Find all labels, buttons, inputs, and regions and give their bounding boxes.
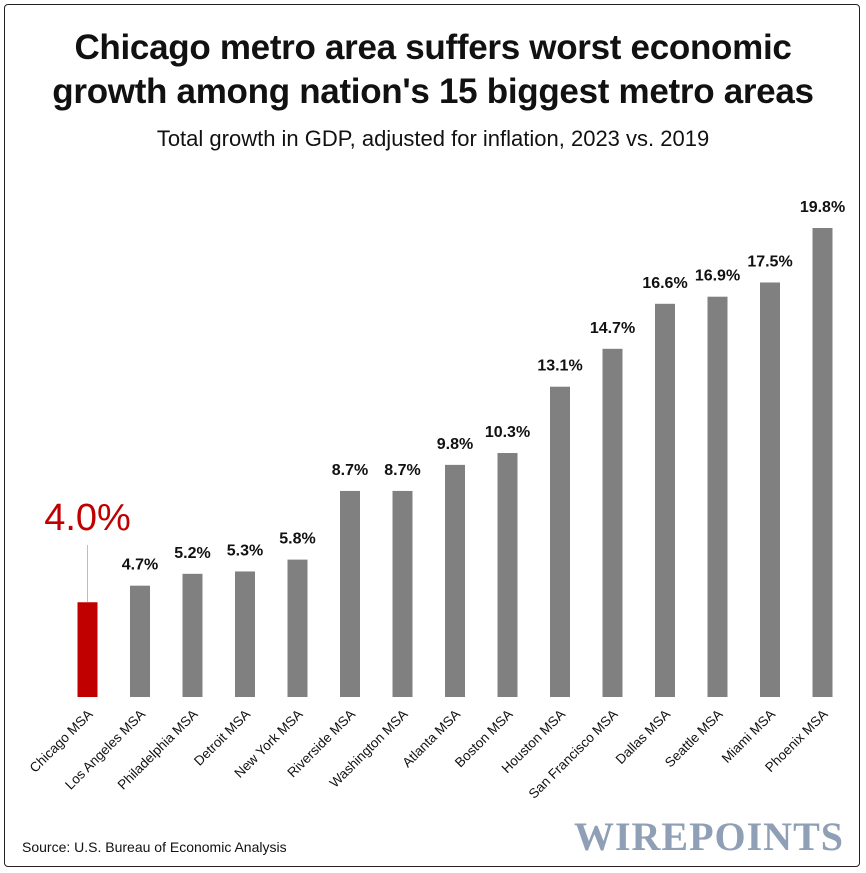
chart-title-line-1: Chicago metro area suffers worst economi…	[74, 28, 792, 67]
bar-dallas-msa	[655, 303, 675, 697]
bar-atlanta-msa	[445, 464, 465, 697]
bar-san-francisco-msa	[602, 348, 623, 697]
bar-chicago-msa	[77, 602, 98, 697]
bar-miami-msa	[760, 282, 780, 697]
wirepoints-logo: WIREPOINTS	[573, 814, 844, 859]
value-label-washington-msa: 8.7%	[384, 462, 420, 479]
value-label-los-angeles-msa: 4.7%	[122, 557, 158, 574]
chart-title-line-2: growth among nation's 15 biggest metro a…	[52, 72, 814, 111]
bar-los-angeles-msa	[130, 585, 150, 697]
value-label-seattle-msa: 16.9%	[695, 268, 740, 285]
value-label-houston-msa: 13.1%	[537, 358, 582, 375]
bar-detroit-msa	[235, 571, 255, 697]
value-label-chicago-msa: 4.0%	[44, 497, 131, 539]
chart-subtitle: Total growth in GDP, adjusted for inflat…	[156, 126, 710, 151]
value-label-san-francisco-msa: 14.7%	[590, 320, 635, 337]
value-label-new-york-msa: 5.8%	[279, 531, 315, 548]
value-label-riverside-msa: 8.7%	[332, 462, 368, 479]
source-note: Source: U.S. Bureau of Economic Analysis	[22, 839, 287, 855]
value-label-philadelphia-msa: 5.2%	[174, 545, 210, 562]
bar-phoenix-msa	[812, 228, 833, 697]
bar-boston-msa	[497, 453, 518, 697]
value-label-phoenix-msa: 19.8%	[800, 199, 845, 216]
bar-philadelphia-msa	[182, 573, 203, 697]
category-label-san-francisco-msa: San Francisco MSA	[526, 707, 621, 802]
value-label-atlanta-msa: 9.8%	[437, 436, 473, 453]
value-label-dallas-msa: 16.6%	[642, 275, 687, 292]
value-label-boston-msa: 10.3%	[485, 424, 530, 441]
value-label-miami-msa: 17.5%	[747, 253, 792, 270]
bar-houston-msa	[550, 386, 570, 697]
value-label-detroit-msa: 5.3%	[227, 542, 263, 559]
bar-riverside-msa	[340, 490, 360, 697]
bar-washington-msa	[392, 490, 413, 697]
bar-new-york-msa	[287, 559, 308, 697]
bar-seattle-msa	[707, 296, 728, 697]
chart-title: Chicago metro area suffers worst economi…	[0, 26, 866, 114]
